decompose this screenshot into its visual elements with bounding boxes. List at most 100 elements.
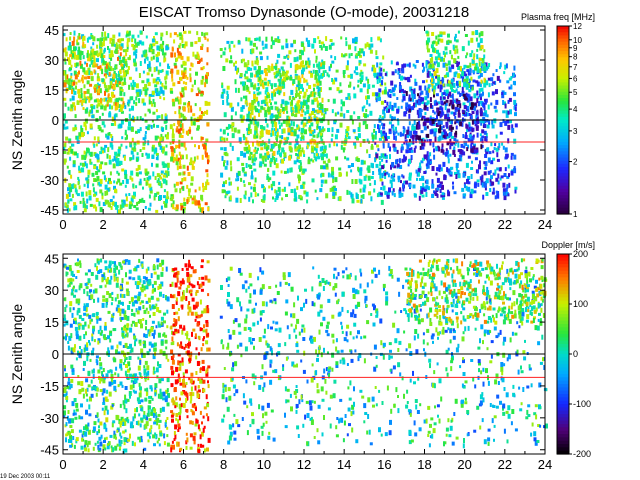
data-cell bbox=[340, 106, 343, 112]
data-cell bbox=[179, 188, 182, 194]
data-cell bbox=[74, 105, 76, 111]
data-cell bbox=[487, 104, 490, 110]
data-cell bbox=[465, 76, 468, 80]
data-cell bbox=[87, 174, 90, 178]
data-cell bbox=[148, 96, 151, 100]
data-cell bbox=[151, 49, 155, 55]
data-cell bbox=[141, 406, 144, 412]
data-cell bbox=[123, 325, 127, 331]
data-cell bbox=[401, 146, 404, 151]
data-cell bbox=[435, 35, 438, 40]
data-cell bbox=[307, 94, 311, 98]
colorbar-band bbox=[557, 57, 569, 62]
data-cell bbox=[70, 350, 74, 355]
data-cell bbox=[354, 143, 357, 149]
data-cell bbox=[169, 141, 172, 145]
data-cell bbox=[75, 439, 78, 444]
data-cell bbox=[144, 334, 148, 338]
data-cell bbox=[451, 104, 455, 110]
data-cell bbox=[351, 198, 355, 204]
data-cell bbox=[387, 142, 390, 148]
colorbar-band bbox=[557, 82, 569, 87]
data-cell bbox=[140, 323, 143, 329]
data-cell bbox=[277, 53, 281, 58]
data-cell bbox=[360, 69, 363, 73]
data-cell bbox=[200, 431, 204, 437]
data-cell bbox=[67, 57, 70, 62]
data-cell bbox=[117, 373, 120, 378]
data-cell bbox=[256, 87, 260, 92]
data-cell bbox=[119, 312, 122, 317]
data-cell bbox=[119, 52, 122, 57]
data-cell bbox=[473, 93, 477, 99]
data-cell bbox=[149, 202, 152, 207]
data-cell bbox=[442, 134, 446, 138]
data-cell bbox=[443, 74, 447, 78]
data-cell bbox=[492, 81, 496, 85]
data-cell bbox=[322, 160, 326, 164]
data-cell bbox=[99, 116, 101, 120]
data-cell bbox=[136, 407, 138, 413]
data-cell bbox=[146, 127, 150, 131]
data-cell bbox=[359, 78, 362, 84]
data-cell bbox=[72, 285, 75, 289]
data-cell bbox=[459, 93, 462, 97]
data-cell bbox=[126, 398, 130, 402]
data-cell bbox=[116, 98, 119, 103]
data-cell bbox=[496, 158, 500, 162]
data-cell bbox=[87, 324, 90, 329]
data-cell bbox=[114, 372, 117, 376]
data-cell bbox=[288, 142, 292, 146]
data-cell bbox=[138, 371, 141, 375]
data-cell bbox=[454, 36, 456, 42]
data-cell bbox=[431, 166, 435, 171]
data-cell bbox=[384, 82, 387, 86]
data-cell bbox=[142, 352, 146, 358]
data-cell bbox=[63, 323, 66, 327]
data-cell bbox=[136, 397, 140, 402]
data-cell bbox=[155, 303, 158, 307]
data-cell bbox=[382, 123, 386, 127]
colorbar-band bbox=[557, 29, 569, 33]
data-cell bbox=[81, 154, 85, 160]
data-cell bbox=[412, 63, 415, 67]
data-cell bbox=[461, 93, 465, 96]
data-cell bbox=[389, 146, 391, 152]
data-cell bbox=[317, 154, 320, 160]
data-cell bbox=[137, 420, 140, 426]
data-cell bbox=[507, 110, 510, 115]
data-cell bbox=[313, 38, 317, 44]
data-cell bbox=[249, 128, 252, 134]
data-cell bbox=[119, 106, 123, 112]
data-cell bbox=[165, 389, 169, 394]
data-cell bbox=[98, 181, 101, 185]
data-cell bbox=[96, 38, 100, 42]
data-cell bbox=[257, 86, 260, 90]
data-cell bbox=[425, 40, 429, 46]
data-cell bbox=[119, 381, 123, 386]
data-cell bbox=[438, 183, 442, 187]
data-cell bbox=[121, 136, 124, 140]
data-cell bbox=[446, 72, 450, 78]
data-cell bbox=[113, 433, 117, 439]
data-cell bbox=[409, 183, 412, 188]
data-cell bbox=[77, 88, 81, 94]
data-cell bbox=[469, 126, 473, 132]
data-cell bbox=[299, 162, 302, 166]
data-cell bbox=[461, 122, 464, 127]
data-cell bbox=[384, 136, 388, 141]
data-cell bbox=[327, 172, 330, 178]
data-cell bbox=[411, 123, 414, 127]
data-cell bbox=[228, 44, 231, 50]
data-cell bbox=[95, 206, 98, 212]
data-cell bbox=[478, 101, 480, 107]
data-cell bbox=[289, 76, 293, 81]
data-cell bbox=[237, 39, 240, 43]
data-cell bbox=[80, 445, 84, 450]
data-cell bbox=[121, 168, 125, 172]
data-cell bbox=[103, 424, 107, 430]
data-cell bbox=[140, 408, 143, 412]
data-cell bbox=[97, 260, 100, 265]
data-cell bbox=[491, 124, 495, 129]
data-cell bbox=[114, 261, 116, 267]
